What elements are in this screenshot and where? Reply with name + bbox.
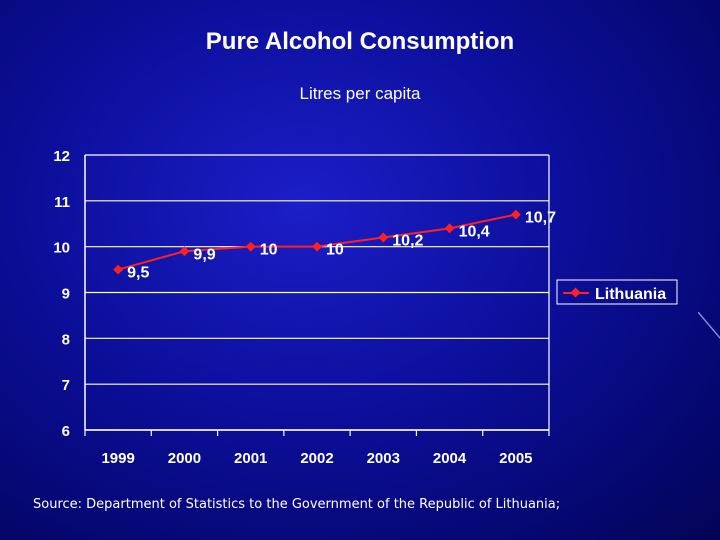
data-point-2001 bbox=[245, 241, 256, 252]
legend-marker bbox=[570, 287, 581, 298]
y-tick-label: 12 bbox=[53, 148, 70, 165]
x-tick-label-2003: 2003 bbox=[367, 450, 400, 467]
data-labels: 9,5 9,9 10 10 10,2 10,4 10,7 bbox=[127, 210, 556, 282]
y-tick-label: 8 bbox=[62, 331, 70, 348]
decorative-line bbox=[698, 312, 720, 339]
y-tick-label: 6 bbox=[62, 423, 70, 440]
y-tick-labels: 6 7 8 9 10 11 12 bbox=[53, 148, 70, 440]
data-point-2003 bbox=[378, 232, 389, 243]
data-point-2000 bbox=[179, 246, 190, 257]
legend: Lithuania bbox=[556, 279, 678, 305]
chart-subtitle: Litres per capita bbox=[299, 84, 421, 103]
x-tick-label-2000: 2000 bbox=[168, 450, 201, 467]
data-point-2004 bbox=[444, 223, 455, 234]
legend-label-lithuania: Lithuania bbox=[595, 286, 666, 303]
y-tick-label: 7 bbox=[62, 377, 70, 394]
data-label-2003: 10,2 bbox=[392, 233, 423, 250]
x-tick-label-2004: 2004 bbox=[433, 450, 467, 467]
data-label-2002: 10 bbox=[326, 242, 344, 259]
x-tick-label-1999: 1999 bbox=[101, 450, 134, 467]
data-label-2004: 10,4 bbox=[459, 223, 490, 240]
x-tick-label-2001: 2001 bbox=[234, 450, 267, 467]
axes bbox=[84, 155, 550, 436]
source-note: Source: Department of Statistics to the … bbox=[33, 497, 561, 512]
y-tick-label: 9 bbox=[62, 286, 70, 303]
data-point-2005 bbox=[510, 209, 521, 220]
x-tick-label-2002: 2002 bbox=[300, 450, 333, 467]
data-label-2001: 10 bbox=[260, 242, 278, 259]
data-point-1999 bbox=[113, 264, 124, 275]
data-label-1999: 9,5 bbox=[127, 265, 149, 282]
grid-lines bbox=[85, 154, 549, 431]
x-tick-label-2005: 2005 bbox=[499, 450, 532, 467]
y-tick-label: 10 bbox=[53, 240, 70, 257]
data-label-2000: 9,9 bbox=[193, 246, 215, 263]
x-tick-labels: 1999 2000 2001 2002 2003 2004 2005 bbox=[101, 450, 532, 467]
data-point-2002 bbox=[312, 241, 322, 252]
series-lithuania bbox=[113, 209, 521, 275]
legend-box bbox=[556, 279, 678, 305]
y-tick-label: 11 bbox=[54, 194, 70, 211]
data-label-2005: 10,7 bbox=[525, 210, 556, 227]
chart-title: Pure Alcohol Consumption bbox=[205, 28, 515, 55]
